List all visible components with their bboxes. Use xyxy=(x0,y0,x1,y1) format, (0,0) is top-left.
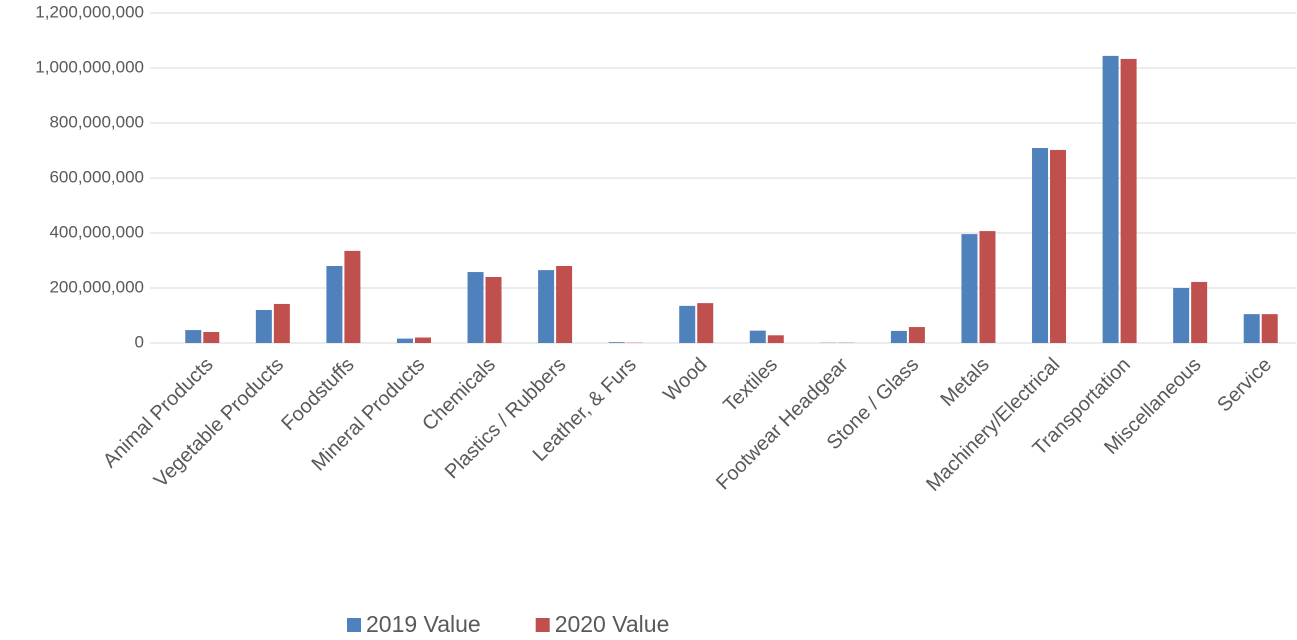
x-tick-label: Plastics / Rubbers xyxy=(441,354,571,484)
y-tick-label: 0 xyxy=(135,332,144,351)
bar xyxy=(273,303,290,343)
bar xyxy=(908,327,925,343)
y-tick-label: 200,000,000 xyxy=(49,277,144,296)
bar xyxy=(396,338,413,343)
bar xyxy=(467,272,484,343)
bar xyxy=(979,231,996,343)
bar xyxy=(1032,148,1049,343)
legend-label: 2019 Value xyxy=(366,611,481,637)
y-tick-label: 1,000,000,000 xyxy=(35,57,144,76)
x-tick-label: Wood xyxy=(659,354,711,406)
bar xyxy=(608,342,625,343)
y-tick-label: 1,200,000,000 xyxy=(35,2,144,21)
legend-swatch xyxy=(347,618,361,632)
bar xyxy=(326,266,343,343)
x-tick-label: Machinery/Electrical xyxy=(922,354,1064,496)
legend-swatch xyxy=(535,618,550,632)
bar xyxy=(1191,281,1208,343)
bar xyxy=(185,330,202,343)
x-tick-label: Service xyxy=(1213,354,1276,417)
bar xyxy=(890,330,907,343)
bar xyxy=(255,310,272,343)
y-tick-label: 800,000,000 xyxy=(49,112,144,131)
bar xyxy=(697,303,714,343)
legend-label: 2020 Value xyxy=(555,611,670,637)
x-tick-label: Vegetable Products xyxy=(150,354,288,492)
y-tick-label: 400,000,000 xyxy=(49,222,144,241)
bar xyxy=(344,250,361,343)
bar xyxy=(485,277,502,343)
bar xyxy=(203,332,220,343)
bar xyxy=(749,330,766,343)
bar xyxy=(961,234,978,343)
bar xyxy=(1102,55,1119,344)
x-tick-label: Metals xyxy=(937,354,994,411)
bar xyxy=(414,337,431,343)
bar xyxy=(538,270,555,343)
bar xyxy=(767,335,784,343)
bar xyxy=(1243,314,1260,343)
bar xyxy=(1173,288,1190,343)
x-tick-label: Footwear Headgear xyxy=(712,353,853,494)
y-tick-label: 600,000,000 xyxy=(49,167,144,186)
bar xyxy=(556,266,573,343)
x-tick-label: Textiles xyxy=(719,354,782,417)
bar xyxy=(679,305,696,343)
bar xyxy=(1120,58,1137,344)
bar xyxy=(1050,149,1067,343)
bar xyxy=(1261,314,1278,343)
